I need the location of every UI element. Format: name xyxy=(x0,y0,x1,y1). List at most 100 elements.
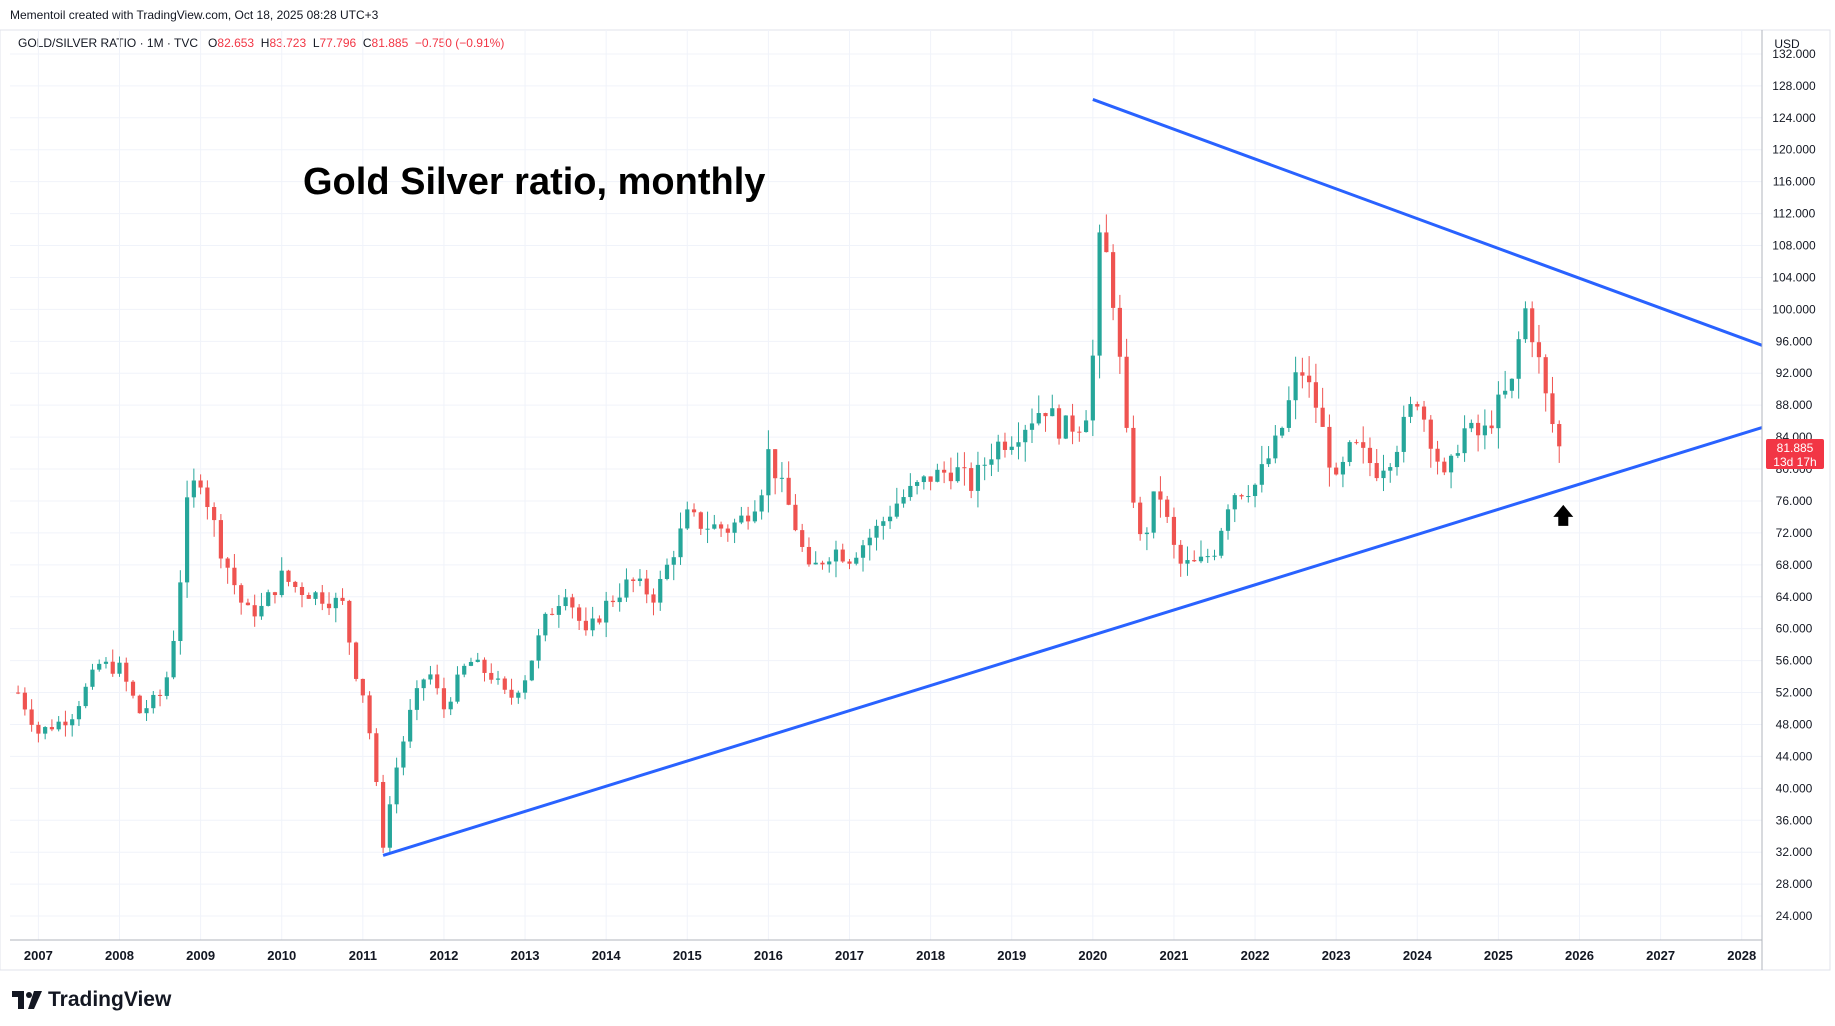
x-tick-label: 2021 xyxy=(1159,948,1188,963)
x-tick-label: 2013 xyxy=(511,948,540,963)
x-tick-label: 2027 xyxy=(1646,948,1675,963)
candle-body xyxy=(887,516,893,522)
candle-body xyxy=(556,606,561,615)
candle-body xyxy=(1239,495,1244,497)
currency-label[interactable]: USD xyxy=(1774,37,1800,51)
candle-body xyxy=(908,485,913,498)
candle-body xyxy=(1002,441,1008,450)
y-tick-label: 132.000 xyxy=(1772,47,1816,61)
candle-body xyxy=(184,497,190,583)
candle-body xyxy=(1104,232,1109,253)
candle-body xyxy=(509,689,514,698)
candle-body xyxy=(76,706,82,720)
candle-body xyxy=(1374,463,1379,479)
x-tick-label: 2022 xyxy=(1241,948,1270,963)
candle-body xyxy=(36,724,41,734)
x-tick-label: 2014 xyxy=(592,948,622,963)
candle-body xyxy=(1469,422,1474,429)
candle-body xyxy=(441,688,447,710)
candle-body xyxy=(1300,372,1305,376)
candle-body xyxy=(1482,425,1487,436)
candle-body xyxy=(1198,556,1204,562)
candle-body xyxy=(786,477,791,505)
brand-name: TradingView xyxy=(48,988,172,1011)
candle-body xyxy=(982,464,987,466)
candle-body xyxy=(117,662,122,674)
candle-body xyxy=(1050,408,1055,417)
candle-body xyxy=(1077,431,1082,433)
candle-body xyxy=(1401,416,1406,452)
candle-body xyxy=(1536,342,1542,358)
candle-body xyxy=(455,674,460,702)
candle-body xyxy=(1205,556,1210,558)
chart-credit: Mementoil created with TradingView.com, … xyxy=(10,8,379,22)
y-tick-label: 72.000 xyxy=(1776,526,1813,540)
x-tick-label: 2012 xyxy=(429,948,458,963)
candle-body xyxy=(1448,455,1454,473)
open-value: 82.653 xyxy=(217,36,255,50)
x-tick-label: 2026 xyxy=(1565,948,1594,963)
candle-body xyxy=(732,522,737,533)
candle-body xyxy=(840,549,845,562)
candle-body xyxy=(793,504,798,531)
high-label: H xyxy=(260,36,270,50)
candle-body xyxy=(705,528,710,530)
y-tick-label: 112.000 xyxy=(1773,207,1816,221)
symbol-name[interactable]: GOLD/SILVER RATIO · 1M · TVC xyxy=(18,36,199,50)
candle-body xyxy=(144,708,149,714)
candle-body xyxy=(1509,378,1515,391)
candle-body xyxy=(63,721,68,726)
candle-body xyxy=(570,597,575,608)
candle-body xyxy=(1334,467,1339,475)
candle-body xyxy=(70,719,75,726)
candle-body xyxy=(1530,308,1535,343)
candle-body xyxy=(779,477,785,479)
y-tick-label: 60.000 xyxy=(1776,622,1813,636)
candle-body xyxy=(1273,435,1278,459)
y-tick-label: 44.000 xyxy=(1776,749,1813,763)
candle-body xyxy=(103,661,109,664)
candle-body xyxy=(563,597,568,607)
candle-body xyxy=(637,578,643,581)
candle-body xyxy=(1476,422,1481,436)
candle-body xyxy=(1489,425,1494,429)
x-tick-label: 2020 xyxy=(1078,948,1107,963)
candle-body xyxy=(1327,426,1332,468)
candle-body xyxy=(1279,427,1285,436)
candle-body xyxy=(529,660,534,681)
candle-body xyxy=(164,677,169,696)
candle-body xyxy=(854,557,859,564)
candle-body xyxy=(293,581,298,587)
candle-body xyxy=(259,605,264,617)
candle-body xyxy=(97,663,102,670)
candle-body xyxy=(1307,375,1312,383)
candle-body xyxy=(1421,406,1427,420)
y-tick-label: 28.000 xyxy=(1776,877,1813,891)
y-tick-label: 24.000 xyxy=(1776,909,1813,923)
chart-title: Gold Silver ratio, monthly xyxy=(303,161,765,203)
symbol-legend: GOLD/SILVER RATIO · 1M · TVC O82.653 H83… xyxy=(18,36,504,50)
candle-body xyxy=(1496,394,1501,429)
candle-body xyxy=(157,694,163,696)
candle-body xyxy=(921,476,926,483)
candle-body xyxy=(1516,339,1521,379)
candle-body xyxy=(827,561,832,565)
candle-body xyxy=(110,661,115,674)
x-tick-label: 2008 xyxy=(105,948,134,963)
candle-body xyxy=(286,570,291,582)
candle-body xyxy=(462,665,467,675)
candle-body xyxy=(712,524,717,529)
candle-body xyxy=(212,507,217,521)
high-value: 83.723 xyxy=(269,36,307,50)
trendline-lower xyxy=(382,426,1763,857)
candle-body xyxy=(252,605,257,617)
tradingview-brand[interactable]: TradingView xyxy=(12,988,171,1012)
candle-body xyxy=(874,525,879,538)
candle-body xyxy=(1009,446,1014,450)
candle-body xyxy=(522,680,528,693)
chart-grid xyxy=(0,29,1831,971)
candle-body xyxy=(806,546,812,565)
y-tick-label: 92.000 xyxy=(1776,366,1813,380)
candle-body xyxy=(914,482,920,486)
